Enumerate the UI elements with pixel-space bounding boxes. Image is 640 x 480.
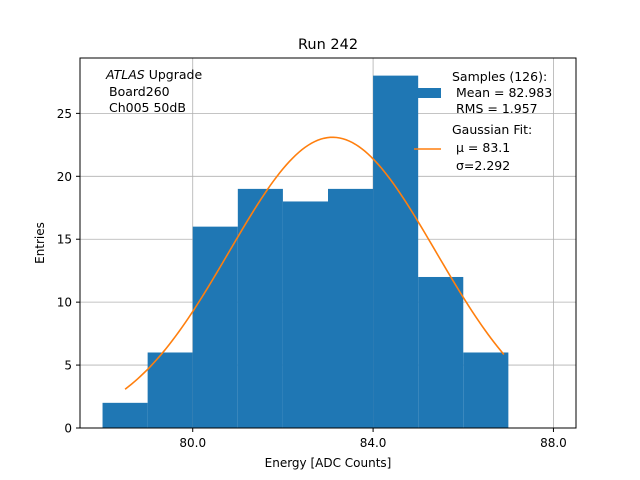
- legend-samples-swatch: [414, 88, 441, 98]
- y-tick-label: 10: [57, 296, 72, 310]
- gaussian-fit: [124, 136, 505, 390]
- histogram-bars: [102, 75, 509, 428]
- histogram-bar: [102, 402, 148, 428]
- legend-samples-rms: RMS = 1.957: [456, 101, 538, 116]
- legend-fit-sigma: σ=2.292: [456, 158, 510, 173]
- upgrade-label: Upgrade: [145, 67, 203, 82]
- atlas-label: ATLAS: [105, 67, 145, 82]
- y-tick-label: 0: [64, 422, 72, 436]
- x-tick-label: 84.0: [360, 436, 387, 450]
- y-tick-label: 15: [57, 233, 72, 247]
- annotation-line-1: ATLAS Upgrade: [105, 67, 202, 82]
- x-tick-label: 80.0: [179, 436, 206, 450]
- x-tick-label: 88.0: [540, 436, 567, 450]
- y-axis-label: Entries: [33, 222, 47, 264]
- y-tick-label: 25: [57, 107, 72, 121]
- y-tick-label: 20: [57, 170, 72, 184]
- legend-fit-title: Gaussian Fit:: [452, 122, 532, 137]
- x-axis-ticks: 80.0 84.0 88.0: [179, 428, 567, 450]
- chart-title: Run 242: [298, 37, 358, 53]
- annotation-board: Board260: [109, 84, 170, 99]
- legend: Samples (126): Mean = 82.983 RMS = 1.957…: [414, 69, 552, 173]
- histogram-bar: [463, 352, 509, 428]
- histogram-bar: [373, 75, 419, 428]
- histogram-bar: [418, 276, 464, 428]
- histogram-bar: [282, 201, 328, 428]
- plot-frame: [79, 57, 577, 429]
- histogram-bar: [192, 226, 238, 428]
- legend-fit-mu: μ = 83.1: [456, 140, 510, 155]
- legend-samples-mean: Mean = 82.983: [456, 85, 552, 100]
- y-axis-ticks: 0 5 10 15 20 25: [57, 107, 80, 436]
- annotation-channel: Ch005 50dB: [109, 100, 186, 115]
- histogram-bar: [147, 352, 193, 428]
- y-tick-label: 5: [64, 359, 72, 373]
- legend-samples-title: Samples (126):: [452, 69, 547, 84]
- gaussian-fit-curve: [124, 136, 505, 390]
- histogram-bar: [237, 188, 283, 428]
- run-annotation: ATLAS Upgrade Board260 Ch005 50dB: [105, 67, 202, 115]
- histogram-bar: [328, 188, 374, 428]
- x-axis-label: Energy [ADC Counts]: [265, 456, 392, 470]
